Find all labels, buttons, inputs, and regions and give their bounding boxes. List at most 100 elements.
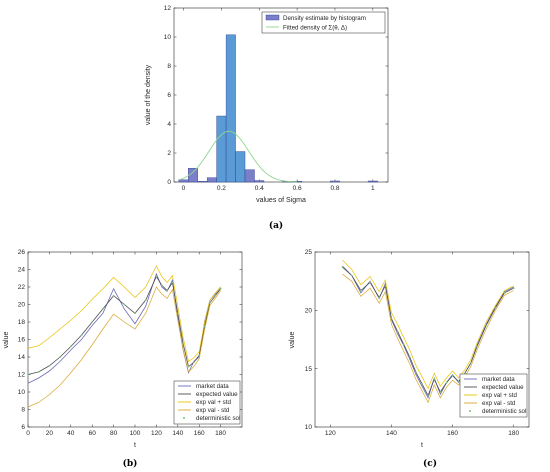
panel-a-legend-swatch-histogram <box>265 14 280 21</box>
y-tick-label: 12 <box>164 5 172 12</box>
deterministic-sol-point <box>359 289 362 292</box>
histogram-bar <box>197 181 208 183</box>
deterministic-sol-point <box>445 381 448 384</box>
y-tick-label: 14 <box>18 354 26 361</box>
histogram-bar <box>330 180 340 183</box>
panel-b-xlabel: t <box>134 442 136 449</box>
deterministic-sol-point <box>369 281 371 284</box>
x-tick-label: 160 <box>447 430 458 437</box>
x-tick-label: 180 <box>215 430 226 437</box>
histogram-bar <box>178 179 189 183</box>
panel-c-lines <box>341 259 515 404</box>
y-tick-label: 8 <box>167 63 171 70</box>
x-tick-label: 0.4 <box>255 185 264 192</box>
histogram-bar <box>235 151 246 183</box>
deterministic-sol-point <box>384 284 387 287</box>
legend-label: exp val + std <box>196 399 231 406</box>
x-tick-label: 1 <box>371 185 375 192</box>
exp-val-std-line <box>342 259 514 390</box>
deterministic-sol-point <box>102 307 104 310</box>
panel-c-xlabel: t <box>421 442 423 449</box>
x-tick-label: 40 <box>67 430 75 437</box>
y-tick-label: 18 <box>18 319 26 326</box>
deterministic-sol-point <box>390 317 393 320</box>
legend-label: exp val - std <box>482 400 516 407</box>
y-tick-label: 6 <box>167 92 171 99</box>
histogram-bar <box>216 115 227 183</box>
y-tick-label: 22 <box>18 284 26 291</box>
panel-a-legend: Density estimate by histogram Fitted den… <box>261 11 386 34</box>
deterministic-sol-point <box>451 374 454 377</box>
deterministic-sol-point <box>203 325 206 328</box>
deterministic-sol-point <box>470 361 472 364</box>
histogram-bar <box>206 177 217 183</box>
y-tick-label: 10 <box>305 424 313 431</box>
deterministic-sol-point <box>160 284 163 287</box>
panel-c-ylabel: value <box>289 332 296 349</box>
deterministic-sol-point <box>37 370 40 373</box>
x-tick-label: 140 <box>172 430 183 437</box>
deterministic-sol-point <box>439 391 442 393</box>
panel-b: 0 20 40 60 80 100 120 140 160 180 6 8 10 12 14 16 18 20 22… <box>3 249 243 469</box>
deterministic-sol-point <box>91 321 94 323</box>
panel-c-caption: (c) <box>423 458 437 469</box>
panel-a-ylabel: value of the density <box>145 64 152 125</box>
deterministic-sol-point <box>414 371 417 374</box>
panel-a-plot-area <box>173 7 389 183</box>
panel-a-legend-label-histogram: Density estimate by histogram <box>283 15 366 22</box>
deterministic-sol-point <box>427 394 430 397</box>
y-tick-label: 0 <box>167 179 171 186</box>
panel-a-legend-label-fit: Fitted density of Σ(θ, Δ) <box>283 25 347 32</box>
x-tick-label: 140 <box>386 430 397 437</box>
panel-a-legend-box <box>261 11 386 34</box>
exp-val-std-line <box>27 286 221 408</box>
x-tick-label: 60 <box>89 430 97 437</box>
deterministic-sol-point <box>476 345 478 348</box>
panel-b-lines <box>27 265 222 408</box>
panel-a-caption: (a) <box>269 220 283 231</box>
x-tick-label: 20 <box>46 430 54 437</box>
panel-b-ylabel: value <box>3 332 10 349</box>
y-tick-label: 26 <box>18 249 26 256</box>
market-data-line <box>342 265 514 399</box>
legend-label: market data <box>482 376 515 383</box>
deterministic-sol-point <box>378 296 381 299</box>
deterministic-sol-point <box>48 364 51 367</box>
deterministic-sol-point <box>512 287 515 290</box>
x-tick-label: 80 <box>110 430 118 437</box>
x-tick-label: 180 <box>508 430 519 437</box>
x-tick-label: 0.6 <box>293 185 302 192</box>
deterministic-sol-point <box>408 356 411 358</box>
y-tick-label: 2 <box>167 150 171 157</box>
panel-a-xlabel: values of Sigma <box>256 197 306 204</box>
deterministic-sol-point <box>214 294 217 297</box>
histogram-bar <box>188 168 198 183</box>
deterministic-sol-point <box>155 275 158 278</box>
deterministic-sol-point <box>396 330 399 333</box>
deterministic-sol-point <box>182 342 185 345</box>
deterministic-sol-point <box>171 281 174 284</box>
deterministic-sol-point <box>123 303 126 306</box>
x-tick-label: 120 <box>151 430 162 437</box>
deterministic-sol-point <box>166 289 169 292</box>
histogram-bar <box>367 180 378 183</box>
deterministic-sol-point <box>494 307 497 309</box>
y-tick-label: 20 <box>305 308 313 315</box>
deterministic-sol-point <box>134 312 136 315</box>
deterministic-sol-point <box>503 291 506 294</box>
exp-val-std-line <box>342 273 514 404</box>
y-tick-label: 25 <box>305 249 313 256</box>
legend-label: deterministic sol <box>482 408 526 415</box>
deterministic-sol-point <box>341 266 344 269</box>
legend-label: market data <box>196 383 229 390</box>
panel-a-fitted-density-line <box>179 130 298 183</box>
y-tick-label: 10 <box>18 389 26 396</box>
deterministic-sol-point <box>69 345 72 348</box>
deterministic-sol-point <box>192 361 195 364</box>
y-tick-label: 16 <box>18 337 26 344</box>
histogram-bar <box>225 34 236 183</box>
deterministic-sol-point <box>187 365 190 368</box>
y-tick-label: 15 <box>305 366 313 373</box>
